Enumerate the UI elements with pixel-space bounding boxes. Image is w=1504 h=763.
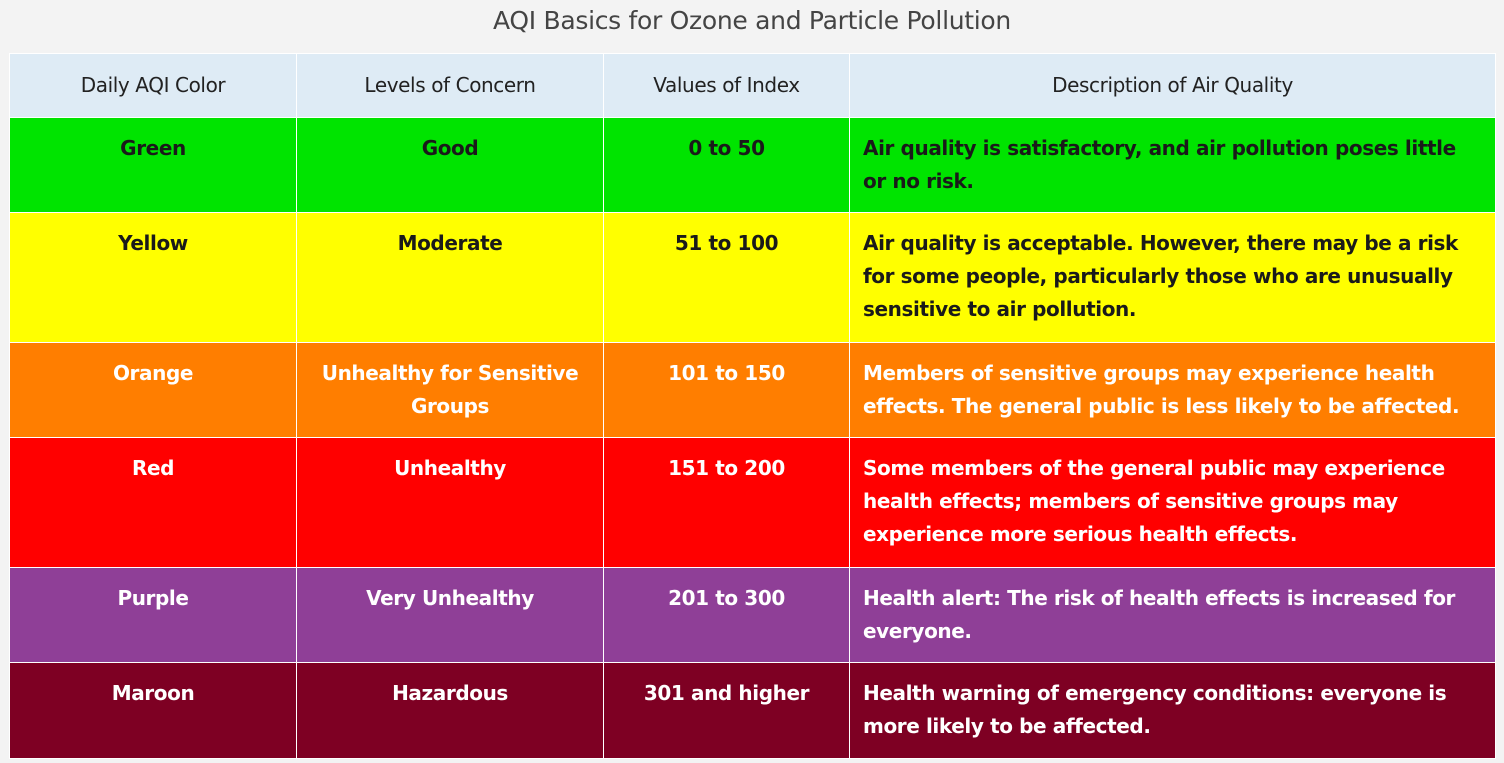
cell-description: Health alert: The risk of health effects… (849, 567, 1496, 663)
aqi-table: Daily AQI Color Levels of Concern Values… (9, 53, 1496, 759)
cell-color: Green (9, 117, 297, 213)
cell-description: Air quality is acceptable. However, ther… (849, 212, 1496, 343)
cell-values: 0 to 50 (603, 117, 850, 213)
cell-values: 51 to 100 (603, 212, 850, 343)
table-header: Daily AQI Color Levels of Concern Values… (9, 53, 1496, 118)
cell-description: Some members of the general public may e… (849, 437, 1496, 568)
cell-description: Air quality is satisfactory, and air pol… (849, 117, 1496, 213)
table-row-orange: Orange Unhealthy for Sensitive Groups 10… (9, 342, 1496, 438)
table-row-purple: Purple Very Unhealthy 201 to 300 Health … (9, 567, 1496, 663)
table-body: Green Good 0 to 50 Air quality is satisf… (9, 117, 1496, 759)
cell-color: Maroon (9, 662, 297, 759)
cell-color: Orange (9, 342, 297, 438)
table-row-maroon: Maroon Hazardous 301 and higher Health w… (9, 662, 1496, 759)
cell-level: Unhealthy for Sensitive Groups (296, 342, 604, 438)
table-row-green: Green Good 0 to 50 Air quality is satisf… (9, 117, 1496, 213)
cell-description: Health warning of emergency conditions: … (849, 662, 1496, 759)
cell-level: Very Unhealthy (296, 567, 604, 663)
header-values-of-index: Values of Index (603, 53, 850, 118)
cell-values: 151 to 200 (603, 437, 850, 568)
table-row-yellow: Yellow Moderate 51 to 100 Air quality is… (9, 212, 1496, 343)
cell-level: Good (296, 117, 604, 213)
cell-description: Members of sensitive groups may experien… (849, 342, 1496, 438)
header-description: Description of Air Quality (849, 53, 1496, 118)
cell-level: Unhealthy (296, 437, 604, 568)
cell-color: Purple (9, 567, 297, 663)
cell-color: Yellow (9, 212, 297, 343)
header-levels-of-concern: Levels of Concern (296, 53, 604, 118)
cell-level: Hazardous (296, 662, 604, 759)
cell-values: 101 to 150 (603, 342, 850, 438)
table-caption: AQI Basics for Ozone and Particle Pollut… (493, 6, 1011, 35)
cell-color: Red (9, 437, 297, 568)
table-row-red: Red Unhealthy 151 to 200 Some members of… (9, 437, 1496, 568)
cell-values: 301 and higher (603, 662, 850, 759)
cell-level: Moderate (296, 212, 604, 343)
header-daily-aqi-color: Daily AQI Color (9, 53, 297, 118)
header-row: Daily AQI Color Levels of Concern Values… (9, 53, 1496, 118)
cell-values: 201 to 300 (603, 567, 850, 663)
